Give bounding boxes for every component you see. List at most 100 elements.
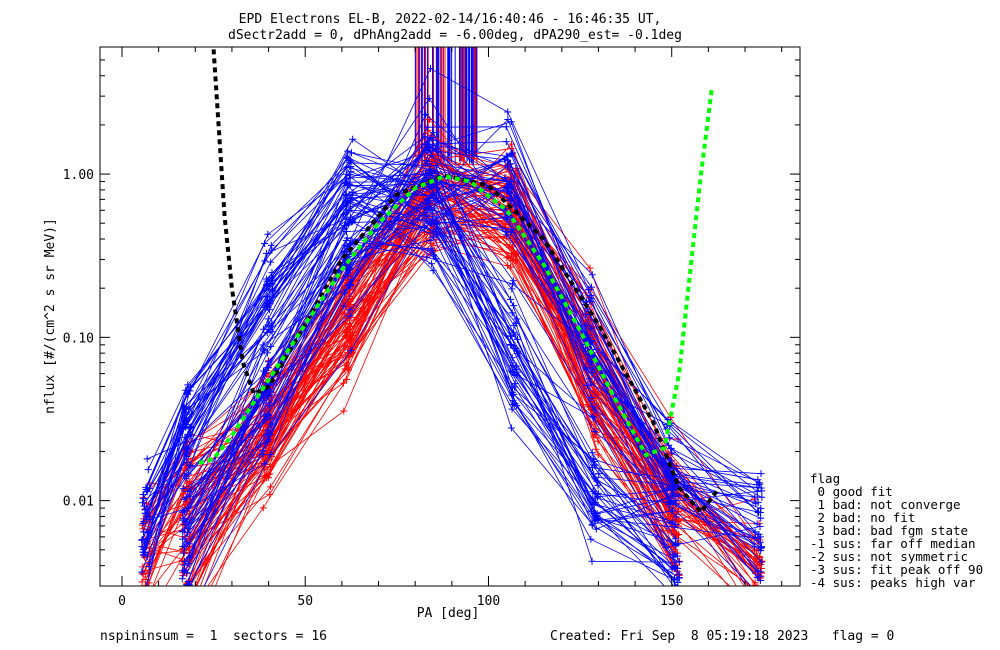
- data-point: [504, 108, 512, 116]
- data-point: [346, 312, 354, 320]
- data-point: [675, 574, 683, 582]
- series-line: [146, 152, 676, 540]
- data-point: [186, 461, 194, 469]
- data-point: [346, 342, 354, 350]
- data-point: [587, 324, 595, 332]
- data-point: [425, 94, 433, 102]
- data-point: [181, 518, 189, 526]
- data-point: [342, 236, 350, 244]
- data-point: [267, 258, 275, 266]
- data-point: [586, 337, 594, 345]
- x-tick-label: 0: [118, 594, 126, 609]
- data-point: [427, 245, 435, 253]
- data-point: [753, 573, 761, 581]
- series-line: [147, 131, 675, 539]
- data-point: [757, 514, 765, 522]
- data-point: [422, 209, 430, 217]
- data-point: [346, 182, 354, 190]
- data-point: [342, 191, 350, 199]
- data-point: [264, 411, 272, 419]
- series-line: [182, 97, 758, 547]
- data-point: [582, 321, 590, 329]
- data-point: [261, 416, 269, 424]
- data-point: [512, 362, 520, 370]
- data-point: [511, 256, 519, 264]
- data-point: [503, 213, 511, 221]
- chart-title-line1: EPD Electrons EL-B, 2022-02-14/16:40:46 …: [239, 12, 662, 27]
- series-line: [189, 172, 761, 586]
- data-point: [673, 529, 681, 537]
- data-point: [423, 212, 431, 220]
- series-line: [142, 138, 677, 540]
- data-point: [346, 174, 354, 182]
- data-layer: [138, 47, 766, 586]
- data-point: [591, 431, 599, 439]
- data-point: [264, 230, 272, 238]
- data-point: [666, 434, 674, 442]
- data-point: [502, 152, 510, 160]
- data-point: [266, 326, 274, 334]
- series-line: [184, 121, 757, 486]
- series-line: [182, 172, 756, 538]
- data-point: [143, 455, 151, 463]
- data-point: [587, 393, 595, 401]
- data-point: [138, 568, 146, 576]
- data-point: [663, 522, 671, 530]
- data-point: [260, 325, 268, 333]
- series-line: [185, 178, 762, 586]
- data-point: [669, 483, 677, 491]
- data-point: [511, 380, 519, 388]
- series-line: [186, 129, 759, 544]
- data-point: [592, 445, 600, 453]
- data-point: [594, 481, 602, 489]
- data-point: [342, 361, 350, 369]
- data-point: [509, 277, 517, 285]
- data-point: [183, 581, 191, 586]
- data-point: [668, 519, 676, 527]
- data-point: [179, 528, 187, 536]
- data-point: [343, 376, 351, 384]
- data-point: [180, 495, 188, 503]
- data-point: [179, 485, 187, 493]
- data-point: [347, 168, 355, 176]
- data-point: [587, 380, 595, 388]
- data-point: [422, 140, 430, 148]
- data-point: [586, 264, 594, 272]
- data-point: [422, 195, 430, 203]
- series-line: [182, 160, 760, 540]
- data-point: [343, 328, 351, 336]
- data-point: [343, 209, 351, 217]
- series-line: [184, 220, 758, 578]
- data-point: [265, 306, 273, 314]
- data-point: [138, 543, 146, 551]
- data-point: [510, 329, 518, 337]
- legend-title: flag: [810, 471, 840, 486]
- data-point: [508, 285, 516, 293]
- data-point: [594, 489, 602, 497]
- data-point: [672, 513, 680, 521]
- data-point: [754, 508, 762, 516]
- data-point: [502, 123, 510, 131]
- y-tick-label: 1.00: [63, 168, 94, 183]
- data-point: [184, 386, 192, 394]
- data-point: [433, 224, 441, 232]
- data-point: [507, 424, 515, 432]
- data-point: [259, 397, 267, 405]
- data-point: [420, 204, 428, 212]
- data-point: [751, 493, 759, 501]
- series-line: [146, 184, 675, 586]
- data-point: [673, 583, 675, 586]
- data-point: [266, 401, 274, 409]
- data-point: [141, 549, 149, 557]
- data-point: [590, 470, 598, 478]
- data-point: [430, 129, 438, 137]
- data-point: [184, 446, 192, 454]
- data-point: [346, 306, 354, 314]
- data-point: [501, 156, 509, 164]
- series-line: [182, 174, 762, 571]
- series-line: [145, 183, 677, 518]
- data-point: [508, 309, 516, 317]
- data-point: [750, 543, 758, 551]
- data-point: [507, 177, 515, 185]
- data-point: [340, 302, 348, 310]
